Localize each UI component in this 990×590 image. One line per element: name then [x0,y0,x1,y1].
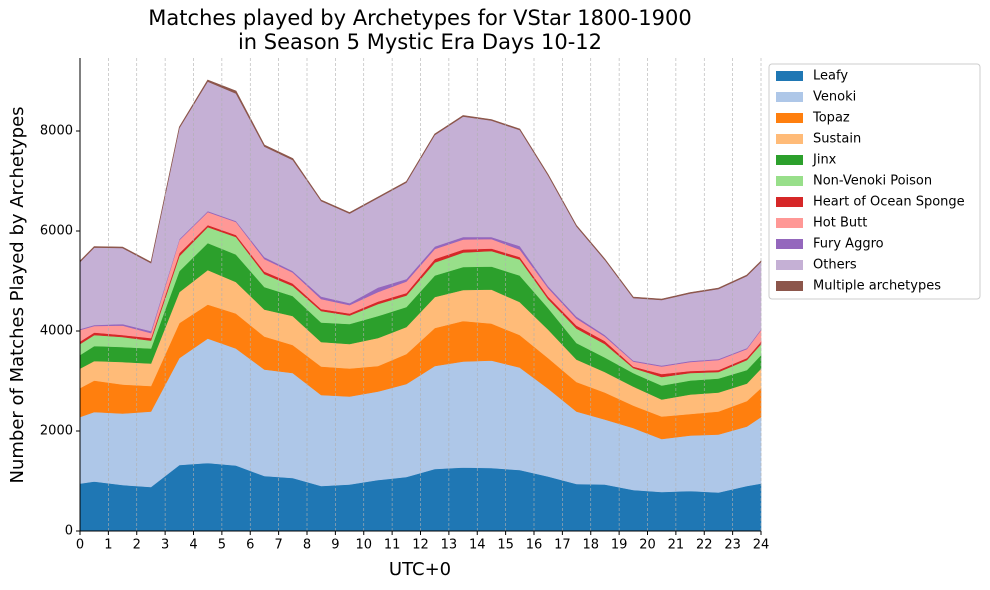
legend-label: Multiple archetypes [813,279,941,294]
legend-label: Heart of Ocean Sponge [813,195,965,210]
legend-swatch [776,92,803,102]
legend-swatch [776,218,803,228]
x-tick-label: 0 [76,538,84,553]
legend-swatch [776,113,803,123]
x-tick-label: 12 [412,538,429,553]
x-tick-label: 21 [668,538,685,553]
x-tick-label: 22 [696,538,713,553]
y-tick-label: 2000 [40,424,73,439]
x-tick-label: 18 [582,538,599,553]
legend-swatch [776,176,803,186]
x-tick-label: 7 [274,538,282,553]
legend-label: Jinx [812,153,837,168]
y-axis-label: Number of Matches Played by Archetypes [7,106,28,483]
legend-swatch [776,134,803,144]
y-tick-label: 4000 [40,324,73,339]
x-tick-label: 15 [497,538,514,553]
legend-label: Venoki [813,90,856,105]
legend-swatch [776,239,803,249]
legend-label: Non-Venoki Poison [813,174,932,189]
x-tick-label: 20 [639,538,656,553]
legend-swatch [776,197,803,207]
x-tick-label: 1 [104,538,112,553]
chart-title: in Season 5 Mystic Era Days 10-12 [238,30,602,54]
x-tick-label: 4 [189,538,197,553]
y-tick-label: 8000 [40,124,73,139]
x-tick-label: 14 [469,538,486,553]
legend-label: Others [813,258,857,273]
x-axis-label: UTC+0 [389,559,451,580]
x-tick-label: 19 [611,538,628,553]
legend-swatch [776,260,803,270]
x-tick-label: 6 [246,538,254,553]
x-tick-label: 11 [384,538,401,553]
x-tick-label: 16 [526,538,543,553]
legend-label: Hot Butt [813,216,867,231]
legend-swatch [776,71,803,81]
x-tick-label: 2 [133,538,141,553]
area [79,79,762,301]
legend-label: Fury Aggro [813,237,884,252]
legend-swatch [776,281,803,291]
chart-title: Matches played by Archetypes for VStar 1… [148,6,691,30]
legend-box [768,63,981,300]
y-tick-label: 0 [65,524,73,539]
x-tick-label: 17 [554,538,571,553]
x-tick-label: 3 [161,538,169,553]
x-tick-label: 5 [218,538,226,553]
x-tick-label: 24 [753,538,770,553]
legend-label: Sustain [813,132,861,147]
legend-label: Leafy [813,69,848,84]
x-tick-label: 8 [303,538,311,553]
legend-swatch [776,155,803,165]
x-tick-label: 13 [441,538,458,553]
x-tick-label: 9 [331,538,339,553]
x-tick-label: 10 [355,538,372,553]
y-tick-label: 6000 [40,224,73,239]
legend-label: Topaz [812,111,850,126]
x-tick-label: 23 [724,538,741,553]
